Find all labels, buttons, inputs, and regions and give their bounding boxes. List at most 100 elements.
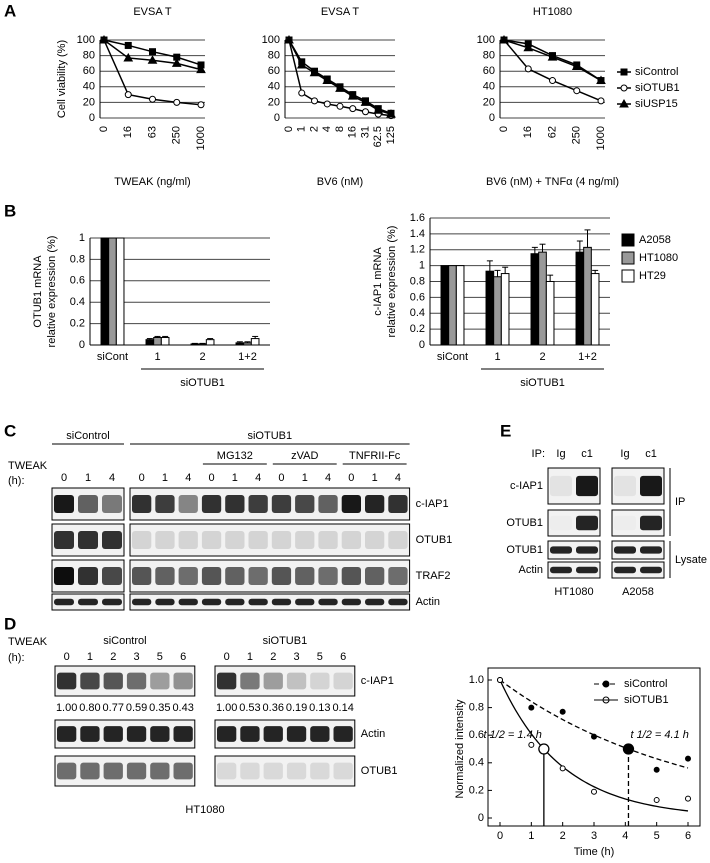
marker <box>323 100 331 108</box>
treatment-label: TWEAK <box>8 460 48 472</box>
x-tick-label: 5 <box>654 830 660 842</box>
band <box>78 567 98 585</box>
marker <box>528 704 535 711</box>
panel-label: B <box>4 201 16 220</box>
marker <box>298 89 306 97</box>
lane-label: 1 <box>232 472 238 484</box>
x-tick-label: 2 <box>539 351 545 363</box>
marker <box>349 105 357 113</box>
y-tick-label: 40 <box>83 81 95 93</box>
y-tick-label: 0 <box>274 112 280 124</box>
treatment-label: TWEAK <box>8 636 48 648</box>
x-tick-label: 125 <box>385 126 397 144</box>
panel-label: E <box>500 421 511 440</box>
row-label: c-IAP1 <box>416 498 449 510</box>
bar <box>108 237 117 346</box>
band <box>240 762 260 780</box>
lane-label: 4 <box>185 472 191 484</box>
marker <box>685 795 691 802</box>
row-label: c-IAP1 <box>510 480 543 492</box>
marker <box>347 91 358 100</box>
lane-label: 4 <box>395 472 401 484</box>
band <box>132 598 152 606</box>
bar <box>538 251 547 346</box>
lane-label: 1 <box>87 651 93 663</box>
band <box>365 567 385 585</box>
x-tick-label: 1000 <box>195 126 207 150</box>
band <box>318 567 338 585</box>
blot-box <box>129 559 411 593</box>
bar <box>250 338 260 346</box>
band <box>225 598 245 606</box>
legend-label: HT29 <box>639 270 666 282</box>
band <box>286 762 307 780</box>
y-tick-label: 100 <box>477 34 495 46</box>
band <box>576 566 598 574</box>
band <box>295 531 315 549</box>
bar <box>530 253 540 346</box>
lane-label: 3 <box>133 651 139 663</box>
marker <box>620 84 628 92</box>
group-label: siOTUB1 <box>520 377 565 389</box>
x-tick-label: 3 <box>591 830 597 842</box>
band <box>173 762 193 780</box>
subgroup-label: MG132 <box>217 450 253 462</box>
bar <box>575 251 585 346</box>
quant-label: 0.14 <box>332 702 353 714</box>
band <box>225 567 245 585</box>
lane-label: 5 <box>157 651 163 663</box>
blot-box <box>129 487 411 521</box>
marker <box>336 102 344 110</box>
band <box>248 598 268 606</box>
lane-label: Ig <box>620 448 629 460</box>
lane-label: 0 <box>64 651 70 663</box>
panel-label: C <box>4 421 16 440</box>
y-tick-label: 100 <box>77 34 95 46</box>
row-label: Actin <box>361 728 385 740</box>
band <box>132 567 152 585</box>
lane-label: 6 <box>340 651 346 663</box>
blot-box <box>54 755 196 787</box>
lane-label: 3 <box>293 651 299 663</box>
band <box>103 672 123 690</box>
band <box>173 726 193 742</box>
marker <box>171 58 182 67</box>
band <box>640 566 662 574</box>
band <box>271 567 292 585</box>
y-tick-label: 0 <box>419 339 425 351</box>
band <box>614 516 636 531</box>
half-life-point <box>538 743 550 755</box>
bar <box>590 273 600 346</box>
y-tick-label: 60 <box>483 65 495 77</box>
legend-label: siControl <box>624 678 667 690</box>
band <box>365 531 385 549</box>
ip-label: IP: <box>532 448 545 460</box>
band <box>54 598 74 606</box>
lane-label: 1 <box>162 472 168 484</box>
fit-curve <box>499 679 689 812</box>
band <box>102 598 122 606</box>
quant-label: 0.77 <box>103 702 124 714</box>
marker <box>362 108 369 116</box>
band <box>201 531 222 549</box>
marker <box>653 797 660 804</box>
x-tick-label: 31 <box>359 126 371 138</box>
y-tick-label: 0 <box>478 812 484 824</box>
band <box>341 495 361 513</box>
row-label: OTUB1 <box>361 765 398 777</box>
band <box>54 567 74 585</box>
lane-label: c1 <box>645 448 657 460</box>
band <box>614 546 636 554</box>
band <box>365 598 385 606</box>
x-tick-label: 0 <box>497 830 503 842</box>
band <box>54 495 74 513</box>
lane-label: 0 <box>139 472 145 484</box>
band <box>102 567 122 585</box>
x-tick-label: 63 <box>146 126 158 138</box>
bar <box>583 246 592 346</box>
cell-line-label: HT1080 <box>185 804 224 816</box>
band <box>155 598 175 606</box>
quant-label: 0.59 <box>126 702 147 714</box>
band <box>341 567 361 585</box>
